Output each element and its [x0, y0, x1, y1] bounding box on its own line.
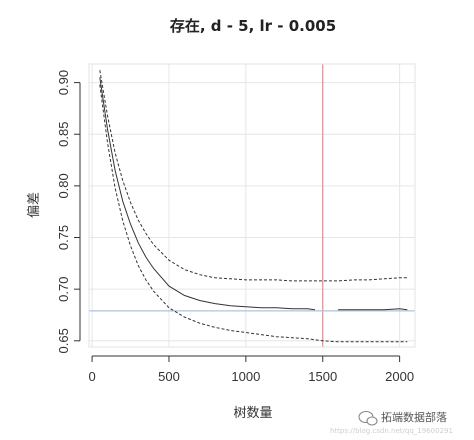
mean-line-0	[99, 77, 316, 311]
x-tick-label: 500	[158, 369, 180, 384]
x-tick-label: 0	[88, 369, 95, 384]
watermark-url: https://blog.csdn.net/qq_19600291	[330, 427, 453, 435]
x-tick-label: 2000	[385, 369, 414, 384]
y-tick-label: 0.75	[56, 225, 71, 250]
y-axis: 0.65 0.70 0.75 0.80 0.85 0.90	[56, 70, 81, 353]
watermark: 拓端数据部落 https://blog.csdn.net/qq_19600291	[330, 410, 453, 435]
mean-line-1	[338, 308, 408, 311]
confidence-band-line-3	[99, 84, 408, 343]
y-axis-label: 偏差	[27, 192, 42, 218]
x-axis-label: 树数量	[233, 406, 272, 421]
watermark-text: 拓端数据部落	[381, 410, 447, 424]
grid	[89, 64, 415, 347]
y-tick-label: 0.80	[56, 173, 71, 198]
chart-title: 存在, d - 5, lr - 0.005	[170, 17, 336, 35]
y-tick-label: 0.70	[56, 277, 71, 302]
y-tick-label: 0.65	[56, 328, 71, 353]
x-tick-label: 1000	[231, 369, 260, 384]
wechat-icon	[358, 410, 378, 426]
x-axis: 0 500 1000 1500 2000	[88, 355, 414, 384]
x-tick-label: 1500	[308, 369, 337, 384]
series-lines	[99, 70, 408, 343]
confidence-band-line-2	[99, 70, 408, 282]
reference-lines	[89, 64, 415, 347]
plot-frame	[88, 63, 416, 348]
y-tick-label: 0.85	[56, 122, 71, 147]
y-tick-label: 0.90	[56, 70, 71, 95]
